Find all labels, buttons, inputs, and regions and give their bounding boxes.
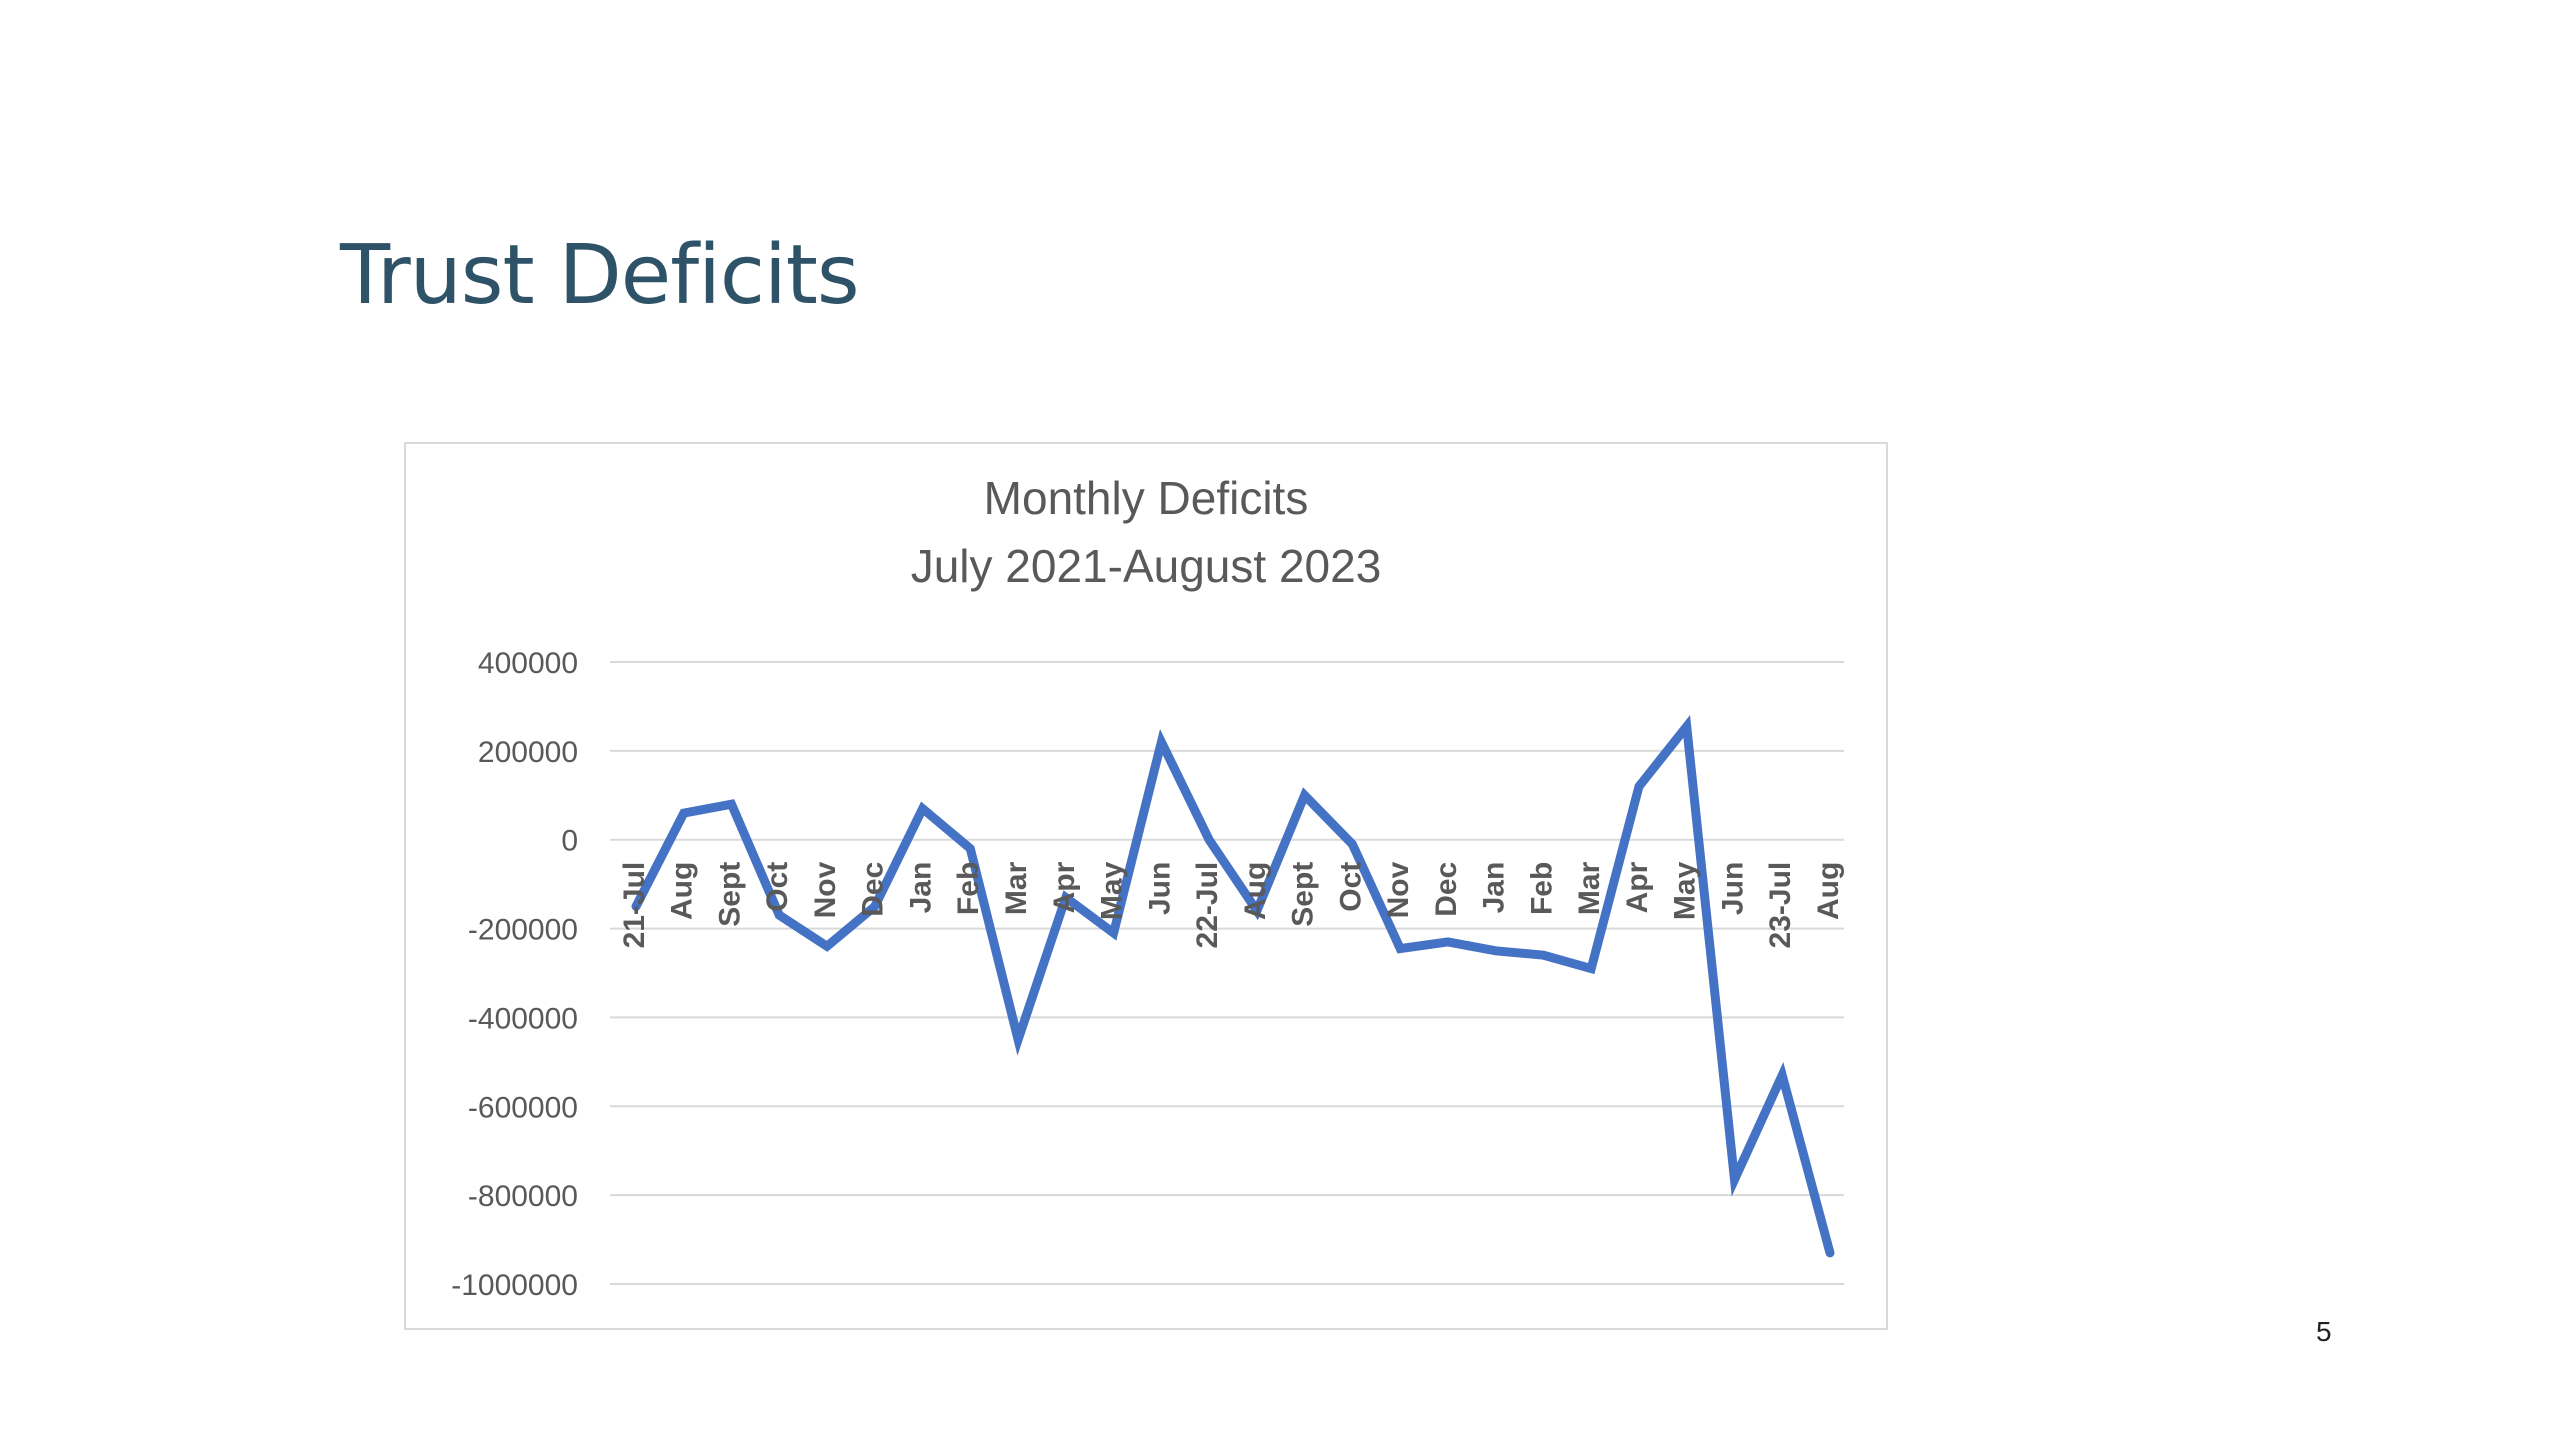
data-point: [1494, 949, 1497, 952]
data-point: [682, 812, 685, 815]
data-point: [1542, 954, 1545, 957]
data-point: [778, 914, 781, 917]
x-tick-label: Jan: [904, 862, 937, 914]
chart-frame: Monthly Deficits July 2021-August 2023 4…: [404, 442, 1888, 1330]
x-tick-label: Oct: [761, 862, 794, 912]
x-axis-tick-labels: 21-Jul Aug Sept Oct Nov Dec Jan Feb Mar Apr May Jun…: [618, 861, 1845, 948]
data-point: [1351, 843, 1354, 846]
data-point: [1303, 794, 1306, 797]
gridlines: [610, 661, 1844, 1285]
x-tick-label: Nov: [1382, 861, 1415, 918]
x-tick-label: Apr: [1048, 861, 1081, 913]
x-tick-label: Oct: [1334, 862, 1367, 912]
y-tick-label: 0: [561, 825, 578, 858]
data-point: [921, 807, 924, 810]
y-axis-tick-labels: 400000 200000 0 -200000 -400000 -600000 -80000…: [451, 647, 578, 1302]
x-tick-label: Aug: [1812, 862, 1845, 920]
y-tick-label: 400000: [478, 647, 578, 680]
data-point: [1112, 932, 1115, 935]
data-point: [1781, 1074, 1784, 1077]
data-point: [1829, 1251, 1831, 1254]
x-tick-label: Sept: [713, 862, 746, 927]
data-point: [969, 847, 972, 850]
x-tick-label: 23-Jul: [1764, 862, 1797, 949]
data-point: [1160, 740, 1163, 743]
y-tick-label: 200000: [478, 736, 578, 769]
data-point: [873, 905, 876, 908]
x-tick-label: Apr: [1621, 861, 1654, 913]
y-tick-label: -400000: [468, 1002, 578, 1035]
series-layer: [631, 714, 1835, 1258]
x-tick-label: Jun: [1716, 862, 1749, 915]
line-chart: Monthly Deficits July 2021-August 2023 4…: [451, 472, 1845, 1302]
data-point: [1637, 785, 1640, 788]
data-point: [1399, 947, 1402, 950]
x-tick-label: Mar: [1000, 861, 1033, 915]
data-point: [1064, 896, 1067, 899]
x-tick-label: 21-Jul: [618, 862, 651, 949]
x-tick-label: Sept: [1287, 862, 1320, 927]
x-tick-label: Dec: [857, 862, 890, 917]
x-tick-label: 22-Jul: [1191, 862, 1224, 949]
y-tick-label: -600000: [468, 1091, 578, 1124]
x-tick-label: Jan: [1478, 862, 1511, 914]
data-point: [1733, 1178, 1736, 1181]
y-tick-label: -800000: [468, 1180, 578, 1213]
data-point: [1590, 967, 1593, 970]
x-tick-label: Aug: [1239, 862, 1272, 920]
x-tick-label: May: [1669, 861, 1702, 920]
data-point: [1017, 1038, 1020, 1041]
page-number: 5: [2316, 1316, 2332, 1347]
x-tick-label: Mar: [1573, 861, 1606, 915]
data-point: [1255, 909, 1258, 912]
data-point: [730, 803, 733, 806]
x-tick-label: Feb: [952, 862, 985, 915]
y-tick-label: -1000000: [451, 1269, 578, 1302]
data-point: [826, 945, 829, 948]
x-tick-label: May: [1096, 861, 1129, 920]
data-point: [1208, 838, 1211, 841]
x-tick-label: Feb: [1525, 862, 1558, 915]
data-point: [1685, 725, 1688, 728]
data-point: [635, 905, 637, 908]
x-tick-label: Dec: [1430, 862, 1463, 917]
slide-title: Trust Deficits: [340, 228, 860, 323]
series-line: [631, 714, 1835, 1258]
chart-subtitle: July 2021-August 2023: [911, 540, 1382, 592]
y-tick-label: -200000: [468, 914, 578, 947]
chart-title: Monthly Deficits: [984, 472, 1309, 524]
x-tick-label: Nov: [809, 861, 842, 918]
data-point: [1446, 940, 1449, 943]
x-tick-label: Jun: [1143, 862, 1176, 915]
x-tick-label: Aug: [666, 862, 699, 920]
